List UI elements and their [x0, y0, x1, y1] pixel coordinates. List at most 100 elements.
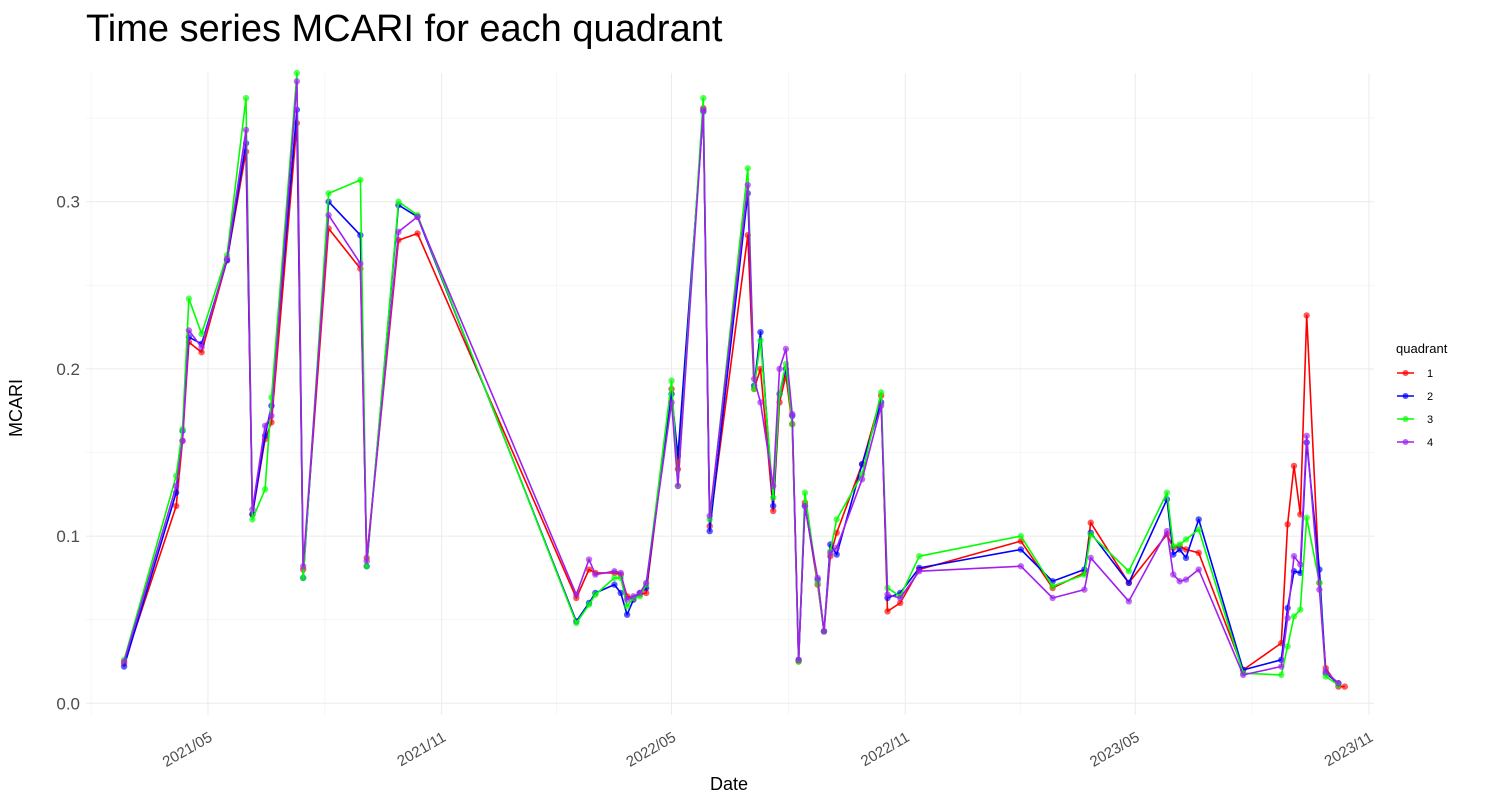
data-point — [700, 106, 707, 113]
data-point — [782, 345, 790, 353]
data-point — [706, 527, 713, 535]
data-point — [172, 502, 180, 510]
data-point — [1125, 598, 1133, 605]
data-point — [833, 516, 840, 523]
legend-label: 3 — [1427, 414, 1433, 426]
legend-key-point — [1402, 393, 1409, 399]
data-point — [750, 375, 758, 383]
data-point — [1335, 680, 1342, 687]
y-axis-title: MCARI — [6, 379, 26, 437]
data-point — [1163, 489, 1171, 496]
legend-label: 4 — [1427, 437, 1433, 449]
x-tick-label: 2021/11 — [394, 729, 448, 770]
data-point — [1341, 683, 1348, 690]
data-point — [700, 94, 707, 102]
data-point — [611, 568, 618, 575]
data-point — [1125, 568, 1133, 575]
data-point — [185, 295, 193, 302]
data-point — [884, 608, 891, 615]
data-point — [1297, 561, 1304, 568]
data-point — [573, 619, 580, 627]
data-point — [1125, 579, 1133, 587]
data-point — [674, 482, 682, 490]
grid — [86, 73, 1374, 715]
data-point — [585, 601, 593, 608]
legend-label: 1 — [1427, 368, 1433, 380]
data-point — [617, 589, 624, 597]
data-point — [789, 410, 796, 418]
data-point — [223, 255, 231, 262]
data-point — [833, 544, 840, 552]
data-point — [769, 502, 777, 510]
data-point — [198, 343, 205, 351]
series-line-1 — [123, 107, 1345, 688]
data-point — [261, 422, 269, 429]
data-point — [1316, 586, 1323, 593]
y-tick-label: 0.2 — [56, 360, 80, 379]
series-line-4 — [123, 80, 1339, 684]
data-point — [1303, 432, 1310, 439]
data-point — [617, 569, 624, 577]
data-point — [897, 594, 904, 602]
data-point — [776, 365, 783, 373]
x-tick-label: 2021/05 — [160, 729, 215, 771]
data-point — [642, 579, 650, 587]
data-point — [1170, 551, 1177, 558]
data-point — [1017, 546, 1025, 553]
data-point — [611, 574, 618, 582]
data-point — [414, 213, 421, 220]
data-point — [592, 571, 599, 578]
data-point — [585, 566, 593, 573]
data-point — [242, 94, 250, 102]
data-point — [744, 181, 751, 189]
data-point — [261, 486, 269, 493]
legend-item-2: 2 — [1397, 391, 1433, 403]
data-point — [1087, 519, 1094, 526]
series-4 — [120, 78, 1342, 687]
data-point — [1170, 571, 1177, 578]
data-point — [1284, 614, 1291, 622]
data-point — [325, 211, 332, 219]
legend-item-3: 3 — [1397, 414, 1433, 426]
data-point — [757, 399, 764, 406]
series-line-3 — [123, 72, 1339, 686]
data-point — [1176, 578, 1183, 585]
legend-key-point — [1402, 416, 1409, 422]
data-point — [744, 165, 751, 172]
data-point — [1195, 566, 1202, 573]
data-point — [1049, 583, 1056, 590]
data-point — [833, 551, 840, 558]
data-point — [1017, 532, 1025, 540]
data-point — [642, 589, 650, 597]
data-point — [414, 230, 421, 237]
data-point — [363, 557, 370, 565]
data-point — [293, 78, 301, 85]
data-point — [636, 589, 644, 597]
x-tick-label: 2023/11 — [1322, 729, 1376, 770]
series-2 — [120, 106, 1342, 687]
x-tick-label: 2022/05 — [623, 729, 678, 771]
data-point — [1176, 541, 1183, 548]
y-tick-label: 0.1 — [56, 527, 80, 546]
chart-title: Time series MCARI for each quadrant — [86, 8, 723, 50]
data-point — [668, 399, 675, 406]
data-point — [268, 412, 275, 419]
data-point — [172, 482, 180, 490]
legend-key-point — [1402, 370, 1409, 376]
data-point — [363, 563, 370, 570]
data-point — [185, 327, 193, 334]
data-point — [249, 516, 256, 523]
data-point — [573, 591, 580, 598]
x-tick-label: 2023/05 — [1087, 729, 1142, 771]
data-point — [623, 603, 631, 610]
data-point — [795, 656, 802, 664]
data-point — [1081, 586, 1088, 593]
data-point — [1290, 462, 1298, 470]
data-point — [623, 611, 631, 618]
data-point — [1017, 563, 1025, 570]
data-point — [1195, 549, 1202, 557]
data-point — [801, 489, 809, 496]
data-point — [357, 260, 364, 267]
data-point — [1176, 546, 1183, 553]
series-3 — [120, 69, 1342, 689]
